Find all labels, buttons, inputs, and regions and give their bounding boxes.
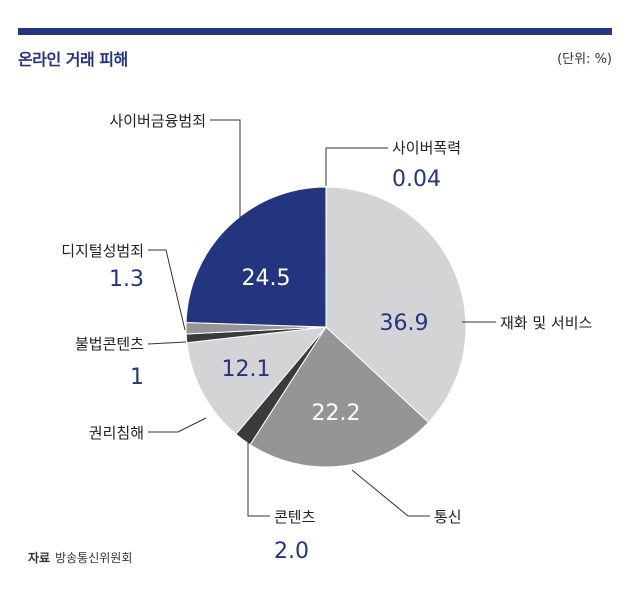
slice-label-7: 사이버금융범죄 <box>109 112 206 130</box>
slice-label-1: 재화 및 서비스 <box>500 314 593 332</box>
slice-value-4: 12.1 <box>222 357 271 382</box>
slice-value-7: 24.5 <box>242 266 291 291</box>
page-title: 온라인 거래 피해 <box>18 50 128 69</box>
slice-label-0: 사이버폭력 <box>392 139 461 157</box>
pie-slice-4 <box>186 326 328 435</box>
pie-slice-1 <box>325 186 467 424</box>
slice-label-2: 통신 <box>434 508 462 526</box>
leader-line-0 <box>325 147 388 186</box>
slice-value-6: 1.3 <box>109 267 144 292</box>
slice-value-5: 1 <box>130 365 144 390</box>
slice-label-6: 디지털성범죄 <box>61 242 144 260</box>
slice-label-3: 콘텐츠 <box>274 508 316 526</box>
slice-value-1: 36.9 <box>380 311 429 336</box>
header-bar <box>18 28 612 35</box>
unit-label: (단위: %) <box>557 52 612 67</box>
leader-line-6 <box>148 249 186 331</box>
leader-line-2 <box>351 469 430 517</box>
slice-value-3: 2.0 <box>274 539 309 564</box>
leader-line-3 <box>247 440 270 517</box>
leader-line-4 <box>148 417 207 433</box>
pie-slice-2 <box>249 326 430 468</box>
slice-label-4: 권리침해 <box>89 424 144 442</box>
slice-value-2: 22.2 <box>312 401 361 426</box>
slice-value-0: 0.04 <box>392 167 441 192</box>
slice-label-5: 불법콘텐츠 <box>75 335 144 353</box>
leader-line-7 <box>210 119 241 218</box>
source-text: 방송통신위원회 <box>55 551 133 565</box>
source-note: 자료 방송통신위원회 <box>28 549 132 566</box>
source-label: 자료 <box>28 551 51 565</box>
pie-slice-7 <box>185 186 327 328</box>
leader-line-5 <box>147 341 187 345</box>
